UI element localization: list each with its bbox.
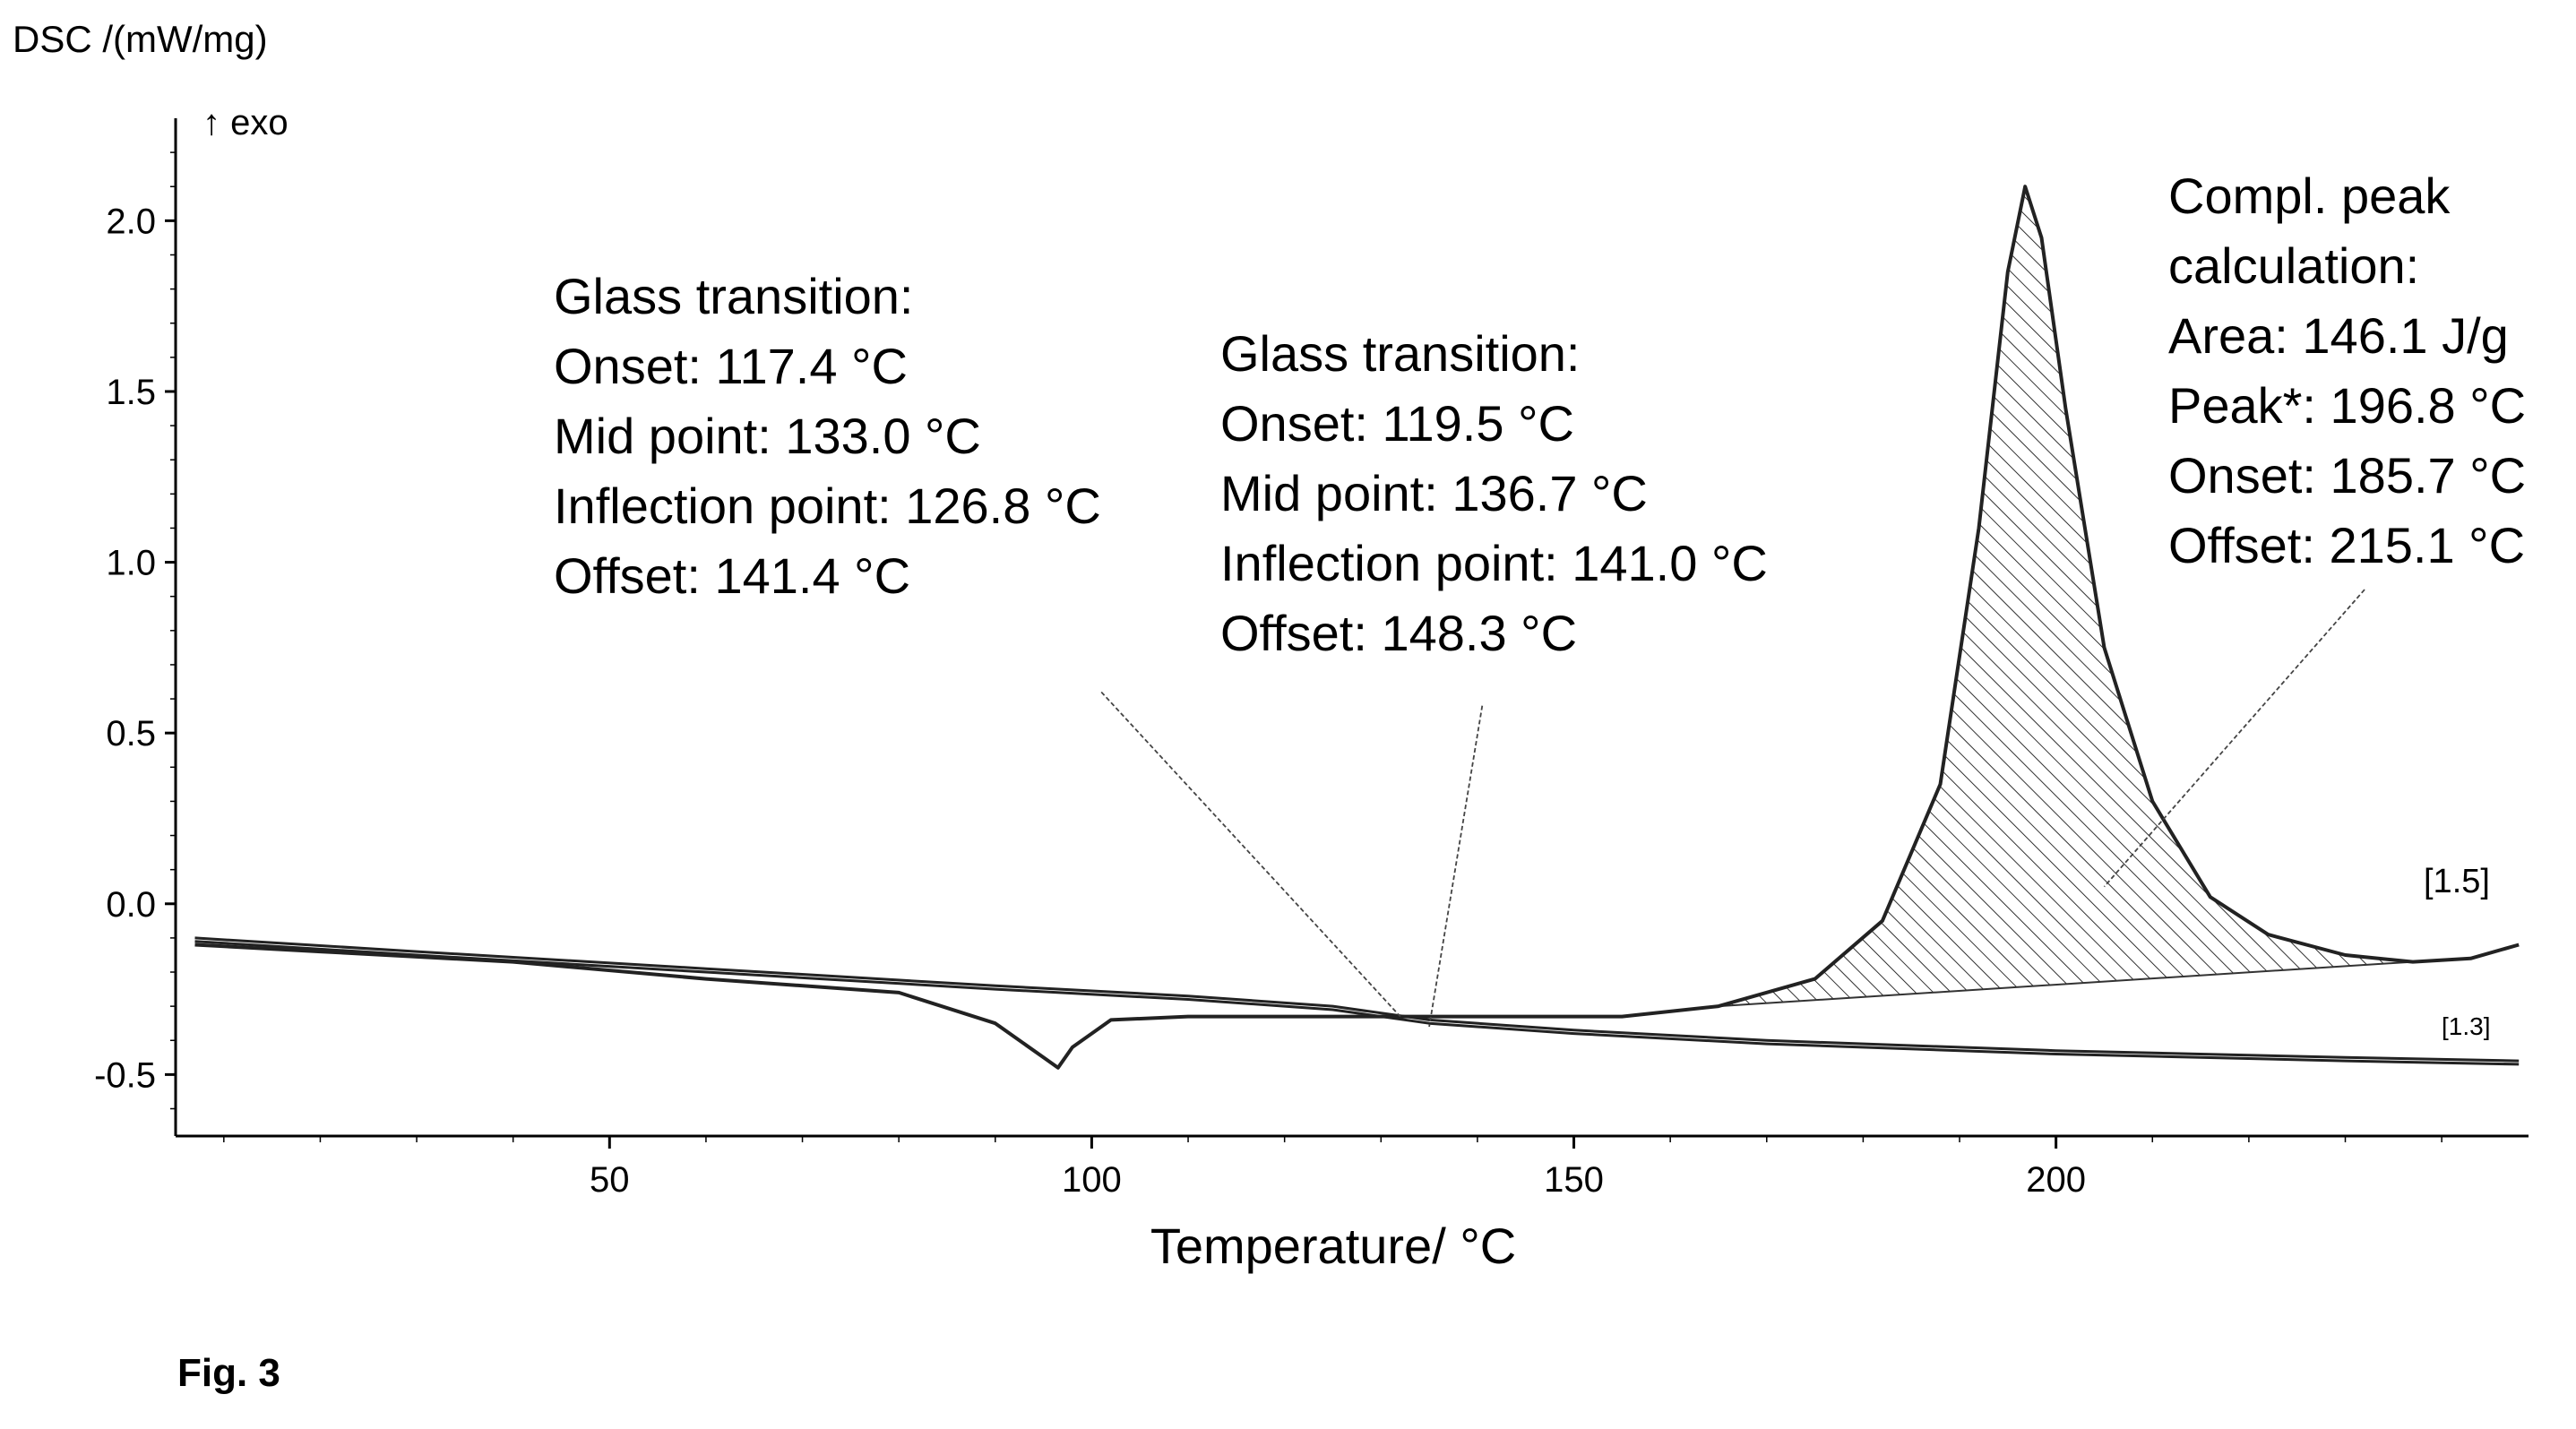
x-tick-label: 50 <box>590 1160 630 1200</box>
annotation-3-line: Area: 146.1 J/g <box>2168 307 2509 364</box>
x-ticks: 50 100 150 200 <box>223 1136 2442 1200</box>
x-axis-label: Temperature/ °C <box>1150 1218 1516 1274</box>
y-ticks: -0.5 0.0 0.5 1.0 1.5 2.0 <box>94 151 176 1110</box>
exo-direction-label: ↑ exo <box>202 103 289 142</box>
y-tick-label: 1.5 <box>106 373 156 412</box>
x-tick-label: 150 <box>1544 1160 1604 1200</box>
peak-baseline <box>1718 960 2413 1008</box>
annotation-1-line: Mid point: 133.0 °C <box>554 408 981 464</box>
series-end-label-2: [1.3] <box>2442 1012 2490 1040</box>
annotation-3-line: Offset: 215.1 °C <box>2168 517 2525 573</box>
series-line-2 <box>194 936 2520 1063</box>
annotation-3-line: calculation: <box>2168 237 2419 294</box>
series-end-label-1: [1.5] <box>2424 863 2490 900</box>
x-tick-label: 100 <box>1062 1160 1122 1200</box>
x-tick-label: 200 <box>2026 1160 2086 1200</box>
annotation-3-line: Peak*: 196.8 °C <box>2168 377 2526 434</box>
y-tick-label: -0.5 <box>94 1055 156 1095</box>
annotation-1-line: Inflection point: 126.8 °C <box>554 478 1101 534</box>
y-tick-label: 1.0 <box>106 544 156 583</box>
annotation-2-line: Onset: 119.5 °C <box>1220 395 1574 452</box>
figure-label: Fig. 3 <box>177 1351 280 1395</box>
annotation-2-line: Mid point: 136.7 °C <box>1220 465 1648 521</box>
annotation-2-line: Inflection point: 141.0 °C <box>1220 535 1768 591</box>
annotation-3-line: Compl. peak <box>2168 168 2451 224</box>
series-line-3 <box>194 940 2520 1066</box>
annotation-2-line: Glass transition: <box>1220 325 1581 382</box>
series-layer <box>194 185 2520 1070</box>
annotation-1-line: Glass transition: <box>554 268 914 324</box>
annotation-pointer-1 <box>1100 691 1401 1018</box>
axes: -0.5 0.0 0.5 1.0 1.5 2.0 50 100 150 200 <box>94 118 2529 1200</box>
annotation-1-line: Offset: 141.4 °C <box>554 547 910 604</box>
plot-area <box>194 185 2520 1070</box>
annotation-3-line: Onset: 185.7 °C <box>2168 447 2526 504</box>
annotation-pointers <box>1100 589 2365 1028</box>
series-line-1 <box>194 185 2520 1070</box>
y-tick-label: 0.0 <box>106 885 156 925</box>
peak-area-hatch <box>1719 186 2413 1007</box>
annotation-1-line: Onset: 117.4 °C <box>554 338 908 394</box>
annotations: Glass transition: Onset: 117.4 °C Mid poin… <box>554 168 2526 661</box>
annotation-2-line: Offset: 148.3 °C <box>1220 605 1577 661</box>
y-tick-label: 0.5 <box>106 714 156 753</box>
y-tick-label: 2.0 <box>106 202 156 241</box>
y-axis-label: DSC /(mW/mg) <box>13 18 268 60</box>
annotation-pointer-3 <box>2103 589 2365 888</box>
annotation-pointer-2 <box>1428 705 1484 1028</box>
